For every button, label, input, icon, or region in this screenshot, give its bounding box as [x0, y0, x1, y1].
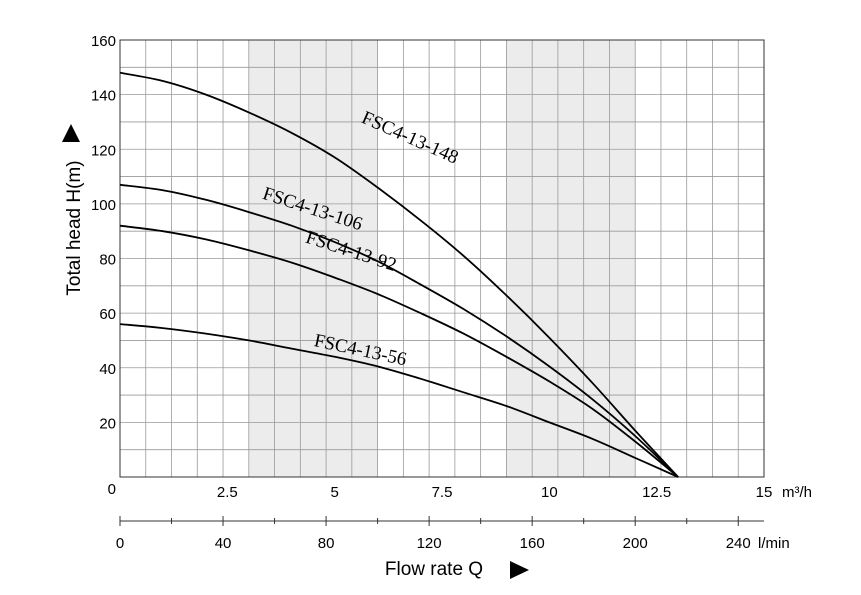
y-tick-label: 140: [91, 88, 116, 105]
y-tick-label: 20: [99, 415, 116, 432]
x-tick-label-primary: 15: [756, 484, 773, 501]
x-axis-title: Flow rate Q: [385, 559, 483, 580]
y-axis-title: Total head H(m): [64, 160, 85, 295]
x-tick-label-secondary: 160: [520, 535, 545, 552]
y-tick-label: 40: [99, 361, 116, 378]
grid-lines: [120, 40, 764, 477]
curve-fsc4-13-56: [119, 323, 679, 478]
pump-curves: [119, 71, 679, 478]
x-unit-primary: m³/h: [782, 484, 812, 501]
y-tick-label: 0: [108, 481, 116, 498]
y-tick-label: 80: [99, 252, 116, 269]
x-tick-labels-secondary: 0 40 80 120 160 200 240: [116, 516, 751, 552]
curve-fsc4-13-92: [119, 224, 679, 478]
x-tick-label-primary: 10: [541, 484, 558, 501]
y-axis-arrow: [62, 124, 80, 142]
y-tick-label: 100: [91, 197, 116, 214]
plot-frame: [119, 39, 765, 478]
x-tick-label-secondary: 120: [417, 535, 442, 552]
curve-fsc4-13-148: [119, 71, 679, 478]
x-tick-label-secondary: 200: [623, 535, 648, 552]
x-tick-label-secondary: 240: [726, 535, 751, 552]
y-tick-labels: 0 20 40 60 80 100 120 140 160: [91, 33, 116, 498]
x-tick-label-secondary: 0: [116, 535, 124, 552]
x-tick-labels-primary: 2.5 5 7.5 10 12.5 15: [217, 484, 772, 501]
x-axis-arrow: [510, 561, 529, 579]
curve-fsc4-13-106: [119, 183, 679, 478]
x-tick-label-primary: 2.5: [217, 484, 238, 501]
x-tick-label-primary: 7.5: [432, 484, 453, 501]
y-tick-label: 120: [91, 142, 116, 159]
x-tick-label-secondary: 80: [318, 535, 335, 552]
x-tick-label-primary: 5: [330, 484, 338, 501]
x-tick-label-primary: 12.5: [642, 484, 671, 501]
y-tick-label: 60: [99, 306, 116, 323]
x-tick-label-secondary: 40: [215, 535, 232, 552]
x-unit-secondary: l/min: [758, 535, 790, 552]
y-tick-label: 160: [91, 33, 116, 50]
